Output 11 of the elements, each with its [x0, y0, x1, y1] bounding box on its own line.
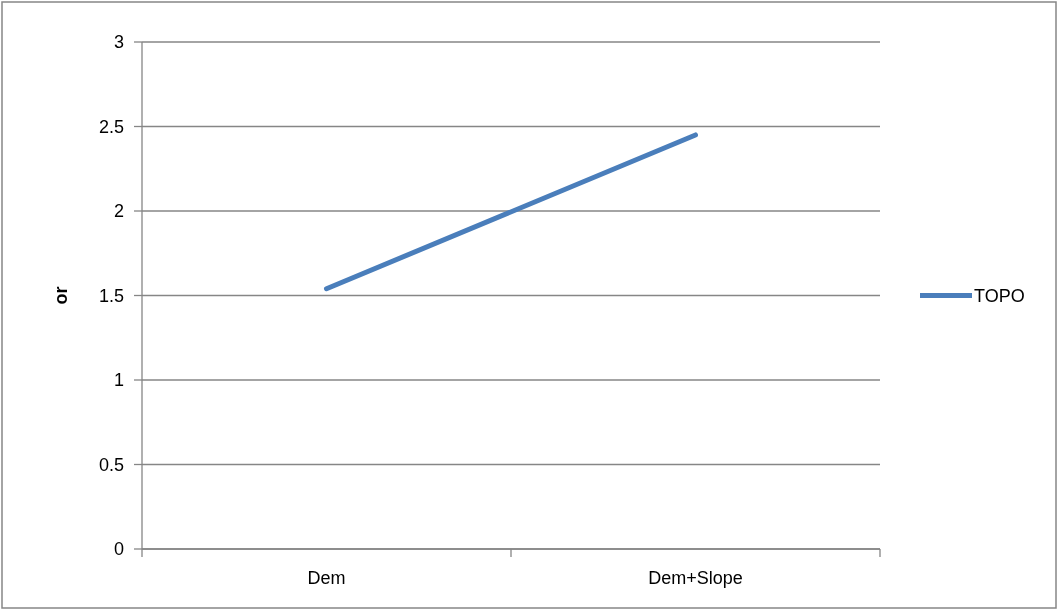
y-tick-label: 2 [113, 201, 124, 222]
y-tick-label: 0.5 [98, 454, 124, 475]
y-tick-label: 2.5 [98, 116, 124, 137]
x-tick-label: Dem [307, 568, 346, 588]
legend-label: TOPO [974, 285, 1025, 306]
y-tick-label: 1.5 [98, 285, 124, 306]
y-tick-label: 0 [113, 539, 124, 560]
x-tick-label: Dem+Slope [648, 568, 743, 588]
y-axis-title: or [51, 286, 71, 305]
y-tick-label: 1 [113, 370, 124, 391]
y-tick-label: 3 [113, 32, 124, 53]
